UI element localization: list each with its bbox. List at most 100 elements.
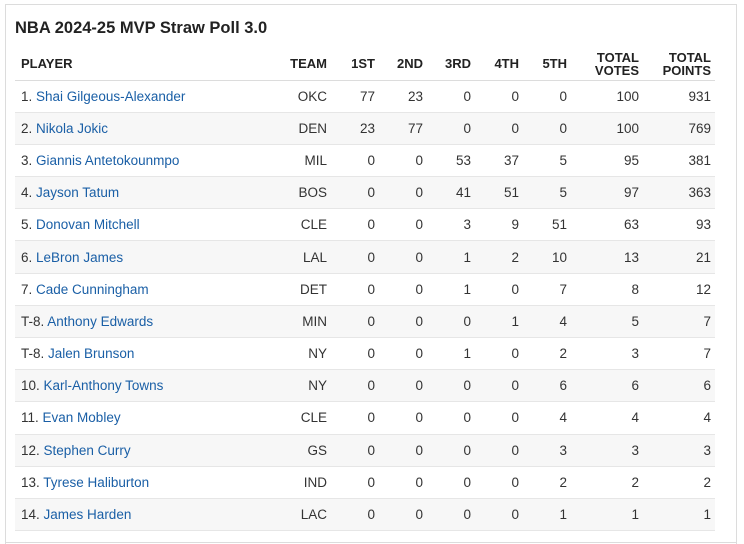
player-link[interactable]: LeBron James [36, 249, 124, 265]
second-place-votes: 0 [379, 176, 427, 210]
team-cell: NY [281, 369, 331, 403]
player-cell: T-8. Jalen Brunson [15, 337, 281, 371]
player-cell: 11. Evan Mobley [15, 401, 281, 435]
fourth-place-votes: 0 [475, 369, 523, 403]
fifth-place-votes: 6 [523, 369, 571, 403]
col-header-1st: 1ST [331, 48, 379, 81]
first-place-votes: 0 [331, 466, 379, 499]
team-cell: OKC [281, 80, 331, 113]
player-link[interactable]: Jalen Brunson [48, 346, 135, 362]
player-rank: 10. [21, 378, 40, 394]
fifth-place-votes: 0 [523, 80, 571, 113]
total-points: 363 [643, 176, 715, 210]
player-cell: 6. LeBron James [15, 240, 281, 274]
third-place-votes: 3 [427, 208, 475, 242]
fourth-place-votes: 0 [475, 401, 523, 435]
fifth-place-votes: 2 [523, 337, 571, 371]
player-link[interactable]: Anthony Edwards [47, 313, 154, 329]
fifth-place-votes: 4 [523, 305, 571, 339]
second-place-votes: 0 [379, 144, 427, 178]
col-header-total-votes: TOTAL VOTES [571, 48, 643, 81]
team-cell: IND [281, 466, 331, 499]
third-place-votes: 0 [427, 401, 475, 435]
first-place-votes: 0 [331, 337, 379, 371]
player-link[interactable]: James Harden [43, 507, 132, 523]
total-votes: 8 [571, 273, 643, 306]
third-place-votes: 1 [427, 273, 475, 306]
total-points: 21 [643, 240, 715, 274]
player-cell: 14. James Harden [15, 498, 281, 532]
player-link[interactable]: Giannis Antetokounmpo [36, 152, 180, 168]
third-place-votes: 1 [427, 337, 475, 371]
col-header-2nd: 2ND [379, 48, 427, 81]
table-row: T-8. Anthony Edwards MIN 0 0 0 1 4 5 7 [15, 305, 715, 339]
total-points: 769 [643, 112, 715, 145]
table-header-row: PLAYER TEAM 1ST 2ND 3RD 4TH 5TH TOTAL VOT… [15, 48, 715, 81]
fourth-place-votes: 37 [475, 144, 523, 178]
table-row: 12. Stephen Curry GS 0 0 0 0 3 3 3 [15, 434, 715, 467]
first-place-votes: 0 [331, 176, 379, 210]
total-points: 381 [643, 144, 715, 178]
player-rank: T-8. [21, 346, 45, 362]
team-cell: MIL [281, 144, 331, 178]
poll-table-body: 1. Shai Gilgeous-Alexander OKC 77 23 0 0 0 100 9… [15, 80, 715, 532]
total-points: 3 [643, 434, 715, 467]
player-cell: 1. Shai Gilgeous-Alexander [15, 80, 281, 113]
table-row: 14. James Harden LAC 0 0 0 0 1 1 1 [15, 498, 715, 532]
player-link[interactable]: Stephen Curry [43, 442, 131, 458]
team-cell: LAC [281, 498, 331, 532]
second-place-votes: 0 [379, 466, 427, 499]
third-place-votes: 0 [427, 305, 475, 339]
total-votes: 4 [571, 401, 643, 435]
player-link[interactable]: Cade Cunningham [36, 281, 149, 297]
table-row: 2. Nikola Jokic DEN 23 77 0 0 0 100 769 [15, 112, 715, 145]
col-header-5th: 5TH [523, 48, 571, 81]
fourth-place-votes: 0 [475, 466, 523, 499]
col-header-team: TEAM [281, 48, 331, 81]
player-rank: 7. [21, 281, 33, 297]
first-place-votes: 0 [331, 401, 379, 435]
player-cell: 4. Jayson Tatum [15, 176, 281, 210]
table-row: 3. Giannis Antetokounmpo MIL 0 0 53 37 5 95 381 [15, 144, 715, 178]
first-place-votes: 0 [331, 498, 379, 532]
fourth-place-votes: 51 [475, 176, 523, 210]
fourth-place-votes: 0 [475, 337, 523, 371]
player-link[interactable]: Tyrese Haliburton [43, 474, 150, 490]
player-link[interactable]: Donovan Mitchell [36, 217, 140, 233]
col-header-total-points-line1: TOTAL [668, 49, 711, 65]
second-place-votes: 0 [379, 305, 427, 339]
player-cell: 10. Karl-Anthony Towns [15, 369, 281, 403]
player-link[interactable]: Nikola Jokic [36, 120, 109, 136]
total-points: 4 [643, 401, 715, 435]
table-row: 4. Jayson Tatum BOS 0 0 41 51 5 97 363 [15, 176, 715, 210]
player-link[interactable]: Evan Mobley [42, 410, 121, 426]
fifth-place-votes: 3 [523, 434, 571, 467]
total-points: 2 [643, 466, 715, 499]
total-votes: 1 [571, 498, 643, 532]
player-rank: 13. [21, 474, 40, 490]
col-header-total-points-line2: POINTS [662, 62, 711, 78]
total-points: 6 [643, 369, 715, 403]
second-place-votes: 0 [379, 369, 427, 403]
player-link[interactable]: Jayson Tatum [36, 185, 120, 201]
fourth-place-votes: 9 [475, 208, 523, 242]
total-votes: 3 [571, 337, 643, 371]
col-header-total-points: TOTAL POINTS [643, 48, 715, 81]
total-votes: 13 [571, 240, 643, 274]
player-cell: T-8. Anthony Edwards [15, 305, 281, 339]
fourth-place-votes: 0 [475, 80, 523, 113]
fifth-place-votes: 1 [523, 498, 571, 532]
table-row: 5. Donovan Mitchell CLE 0 0 3 9 51 63 93 [15, 208, 715, 242]
fifth-place-votes: 0 [523, 112, 571, 145]
player-link[interactable]: Karl-Anthony Towns [43, 378, 164, 394]
player-rank: 1. [21, 88, 33, 104]
col-header-3rd: 3RD [427, 48, 475, 81]
player-link[interactable]: Shai Gilgeous-Alexander [36, 88, 186, 104]
table-row: 6. LeBron James LAL 0 0 1 2 10 13 21 [15, 240, 715, 274]
third-place-votes: 0 [427, 369, 475, 403]
first-place-votes: 0 [331, 305, 379, 339]
table-row: 10. Karl-Anthony Towns NY 0 0 0 0 6 6 6 [15, 369, 715, 403]
total-votes: 5 [571, 305, 643, 339]
total-points: 931 [643, 80, 715, 113]
team-cell: DEN [281, 112, 331, 145]
